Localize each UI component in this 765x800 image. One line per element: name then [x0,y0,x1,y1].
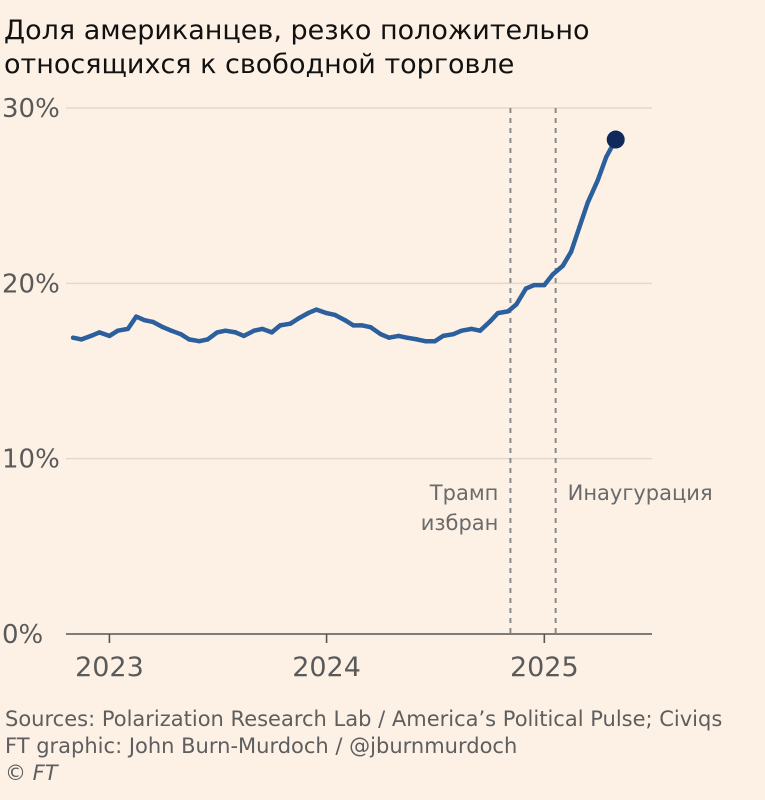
y-tick-label: 10% [2,445,60,475]
data-point [451,331,456,337]
data-point [169,328,174,333]
y-tick-label: 20% [2,269,60,299]
data-point [332,312,338,318]
footer-sources: Sources: Polarization Research Lab / Ame… [5,707,723,731]
chart-title: Доля американцев, резко положительно отн… [4,14,744,82]
data-point [368,324,373,330]
data-point [97,330,102,335]
data-point [197,338,202,344]
data-point [404,335,410,340]
data-point [251,328,257,333]
y-axis-ticks: 0% 10% 20% 30% [2,94,60,650]
data-point [477,328,483,333]
data-point [186,337,192,342]
data-point [79,337,84,342]
annotations: Трамп избран Инаугурация [421,108,713,634]
data-point [269,330,275,335]
data-point [595,177,601,183]
data-point [233,330,238,335]
data-point [70,335,76,340]
data-point [423,338,428,344]
footer-copyright: © FT [5,761,58,785]
data-point [414,337,420,342]
data-point [523,286,529,291]
data-point [125,326,131,332]
annotation-label: Трамп [429,481,499,505]
data-point [296,316,301,321]
x-axis-ticks: 2023 2024 2025 [75,634,579,683]
chart-title-line2: относящихся к свободной торговле [4,49,515,80]
data-point [459,328,464,333]
data-point [260,326,265,332]
y-tick-label: 0% [2,620,43,650]
data-point [469,326,474,332]
x-tick-label: 2023 [75,652,144,683]
footer-graphic-credit: FT graphic: John Burn-Murdoch / @jburnmu… [5,734,518,758]
y-tick-label: 30% [2,94,60,124]
data-point [505,309,511,314]
data-point [568,249,574,254]
data-point [560,263,565,268]
endpoint-marker [606,130,625,149]
data-point [288,321,293,326]
x-tick-label: 2025 [510,652,579,683]
grid-lines [66,107,652,635]
data-point [178,331,184,337]
data-point [241,333,247,339]
data-point [142,317,147,323]
data-point [150,319,156,325]
data-point [360,323,365,328]
data-point [378,331,383,337]
data-point [351,323,356,328]
chart-footer: Sources: Polarization Research Lab / Ame… [5,706,765,787]
data-point [134,314,139,319]
data-point [577,225,582,230]
data-point [205,337,210,342]
data-point [342,317,348,323]
data-point [223,328,228,333]
series-line [70,137,618,344]
annotation-label: избран [421,511,499,535]
data-point [88,333,94,339]
data-point [214,330,220,335]
series-layer [70,130,625,344]
data-point [495,310,501,316]
data-point [396,333,401,339]
data-point [487,319,492,325]
data-point [514,302,519,307]
chart-title-line1: Доля американцев, резко положительно [4,15,590,46]
data-point [115,328,120,333]
data-point [314,307,319,312]
data-point [532,282,537,288]
data-point [585,200,590,205]
data-point [432,338,438,344]
x-tick-label: 2024 [292,652,361,683]
data-point [542,282,547,288]
data-point [160,324,166,330]
data-point [305,310,311,316]
data-point [603,154,609,160]
annotation-label: Инаугурация [568,481,713,505]
data-point [386,335,392,340]
data-point [440,333,446,339]
data-point [550,272,555,277]
data-point [107,333,112,339]
data-point [324,310,329,316]
data-point [277,323,283,328]
